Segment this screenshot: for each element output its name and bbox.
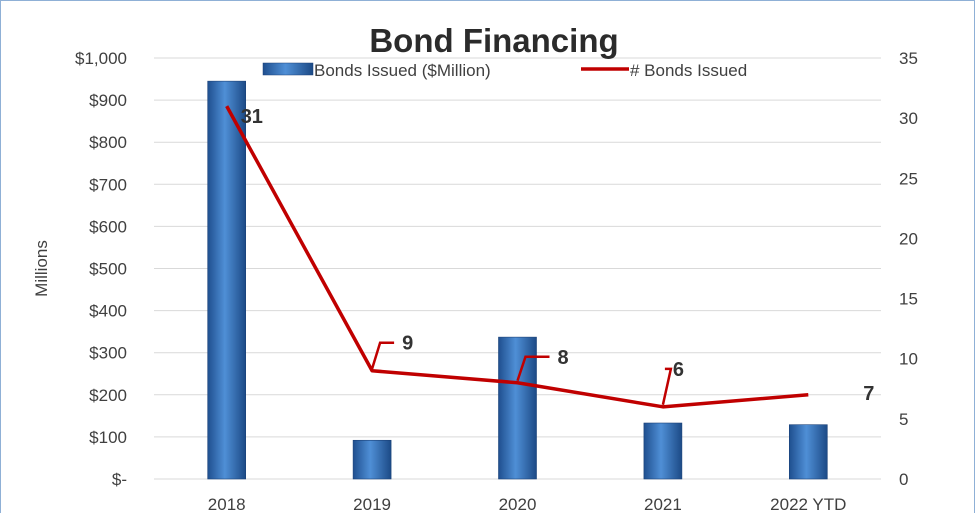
y-tick-label: $500 <box>89 260 127 279</box>
x-tick-label: 2018 <box>208 495 246 514</box>
legend-swatch-bar <box>262 62 314 76</box>
y-tick-label: $300 <box>89 344 127 363</box>
y2-tick-label: 0 <box>899 470 908 489</box>
legend: Bonds Issued ($Million) # Bonds Issued <box>262 61 747 80</box>
label-leader <box>516 355 550 382</box>
legend-label: # Bonds Issued <box>630 61 747 80</box>
y2-tick-label: 35 <box>899 49 918 68</box>
data-label: 7 <box>863 383 874 405</box>
bar <box>788 424 828 480</box>
series-line <box>225 105 809 409</box>
x-tick-label: 2020 <box>499 495 537 514</box>
bar <box>207 80 246 480</box>
bar <box>352 439 392 480</box>
chart-title: Bond Financing <box>369 22 618 59</box>
legend-label: Bonds Issued ($Million) <box>314 61 491 80</box>
y-tick-label: $800 <box>89 133 127 152</box>
gridlines <box>154 57 881 480</box>
data-labels: 31 9 8 6 7 <box>241 106 874 406</box>
axes: $- $100 $200 $300 $400 $500 $600 $700 $800 $900 $1… <box>32 49 918 514</box>
y-tick-label: $900 <box>89 91 127 110</box>
y-tick-label: $200 <box>89 386 127 405</box>
y-tick-label: $700 <box>89 175 127 194</box>
y2-tick-label: 10 <box>899 350 918 369</box>
data-label: 31 <box>241 106 263 128</box>
label-leader <box>370 341 395 370</box>
line-series <box>225 105 809 409</box>
y2-tick-label: 25 <box>899 169 918 188</box>
y2-tick-label: 5 <box>899 410 908 429</box>
y-axis-label: Millions <box>32 240 51 297</box>
bar <box>498 336 537 480</box>
y2-tick-label: 15 <box>899 290 918 309</box>
data-label: 6 <box>673 359 684 381</box>
y2-tick-label: 20 <box>899 229 918 248</box>
x-tick-label: 2022 YTD <box>770 495 846 514</box>
y-tick-label: $100 <box>89 428 127 447</box>
data-label: 9 <box>402 333 413 355</box>
y2-tick-label: 30 <box>899 109 918 128</box>
label-leader <box>661 367 673 406</box>
y-tick-label: $400 <box>89 302 127 321</box>
y-tick-label: $600 <box>89 217 127 236</box>
y-tick-label: $1,000 <box>75 49 127 68</box>
x-tick-label: 2021 <box>644 495 682 514</box>
bars <box>207 80 828 480</box>
bar <box>643 422 683 480</box>
y-tick-label: $- <box>112 470 127 489</box>
data-label: 8 <box>558 347 569 369</box>
x-tick-label: 2019 <box>353 495 391 514</box>
